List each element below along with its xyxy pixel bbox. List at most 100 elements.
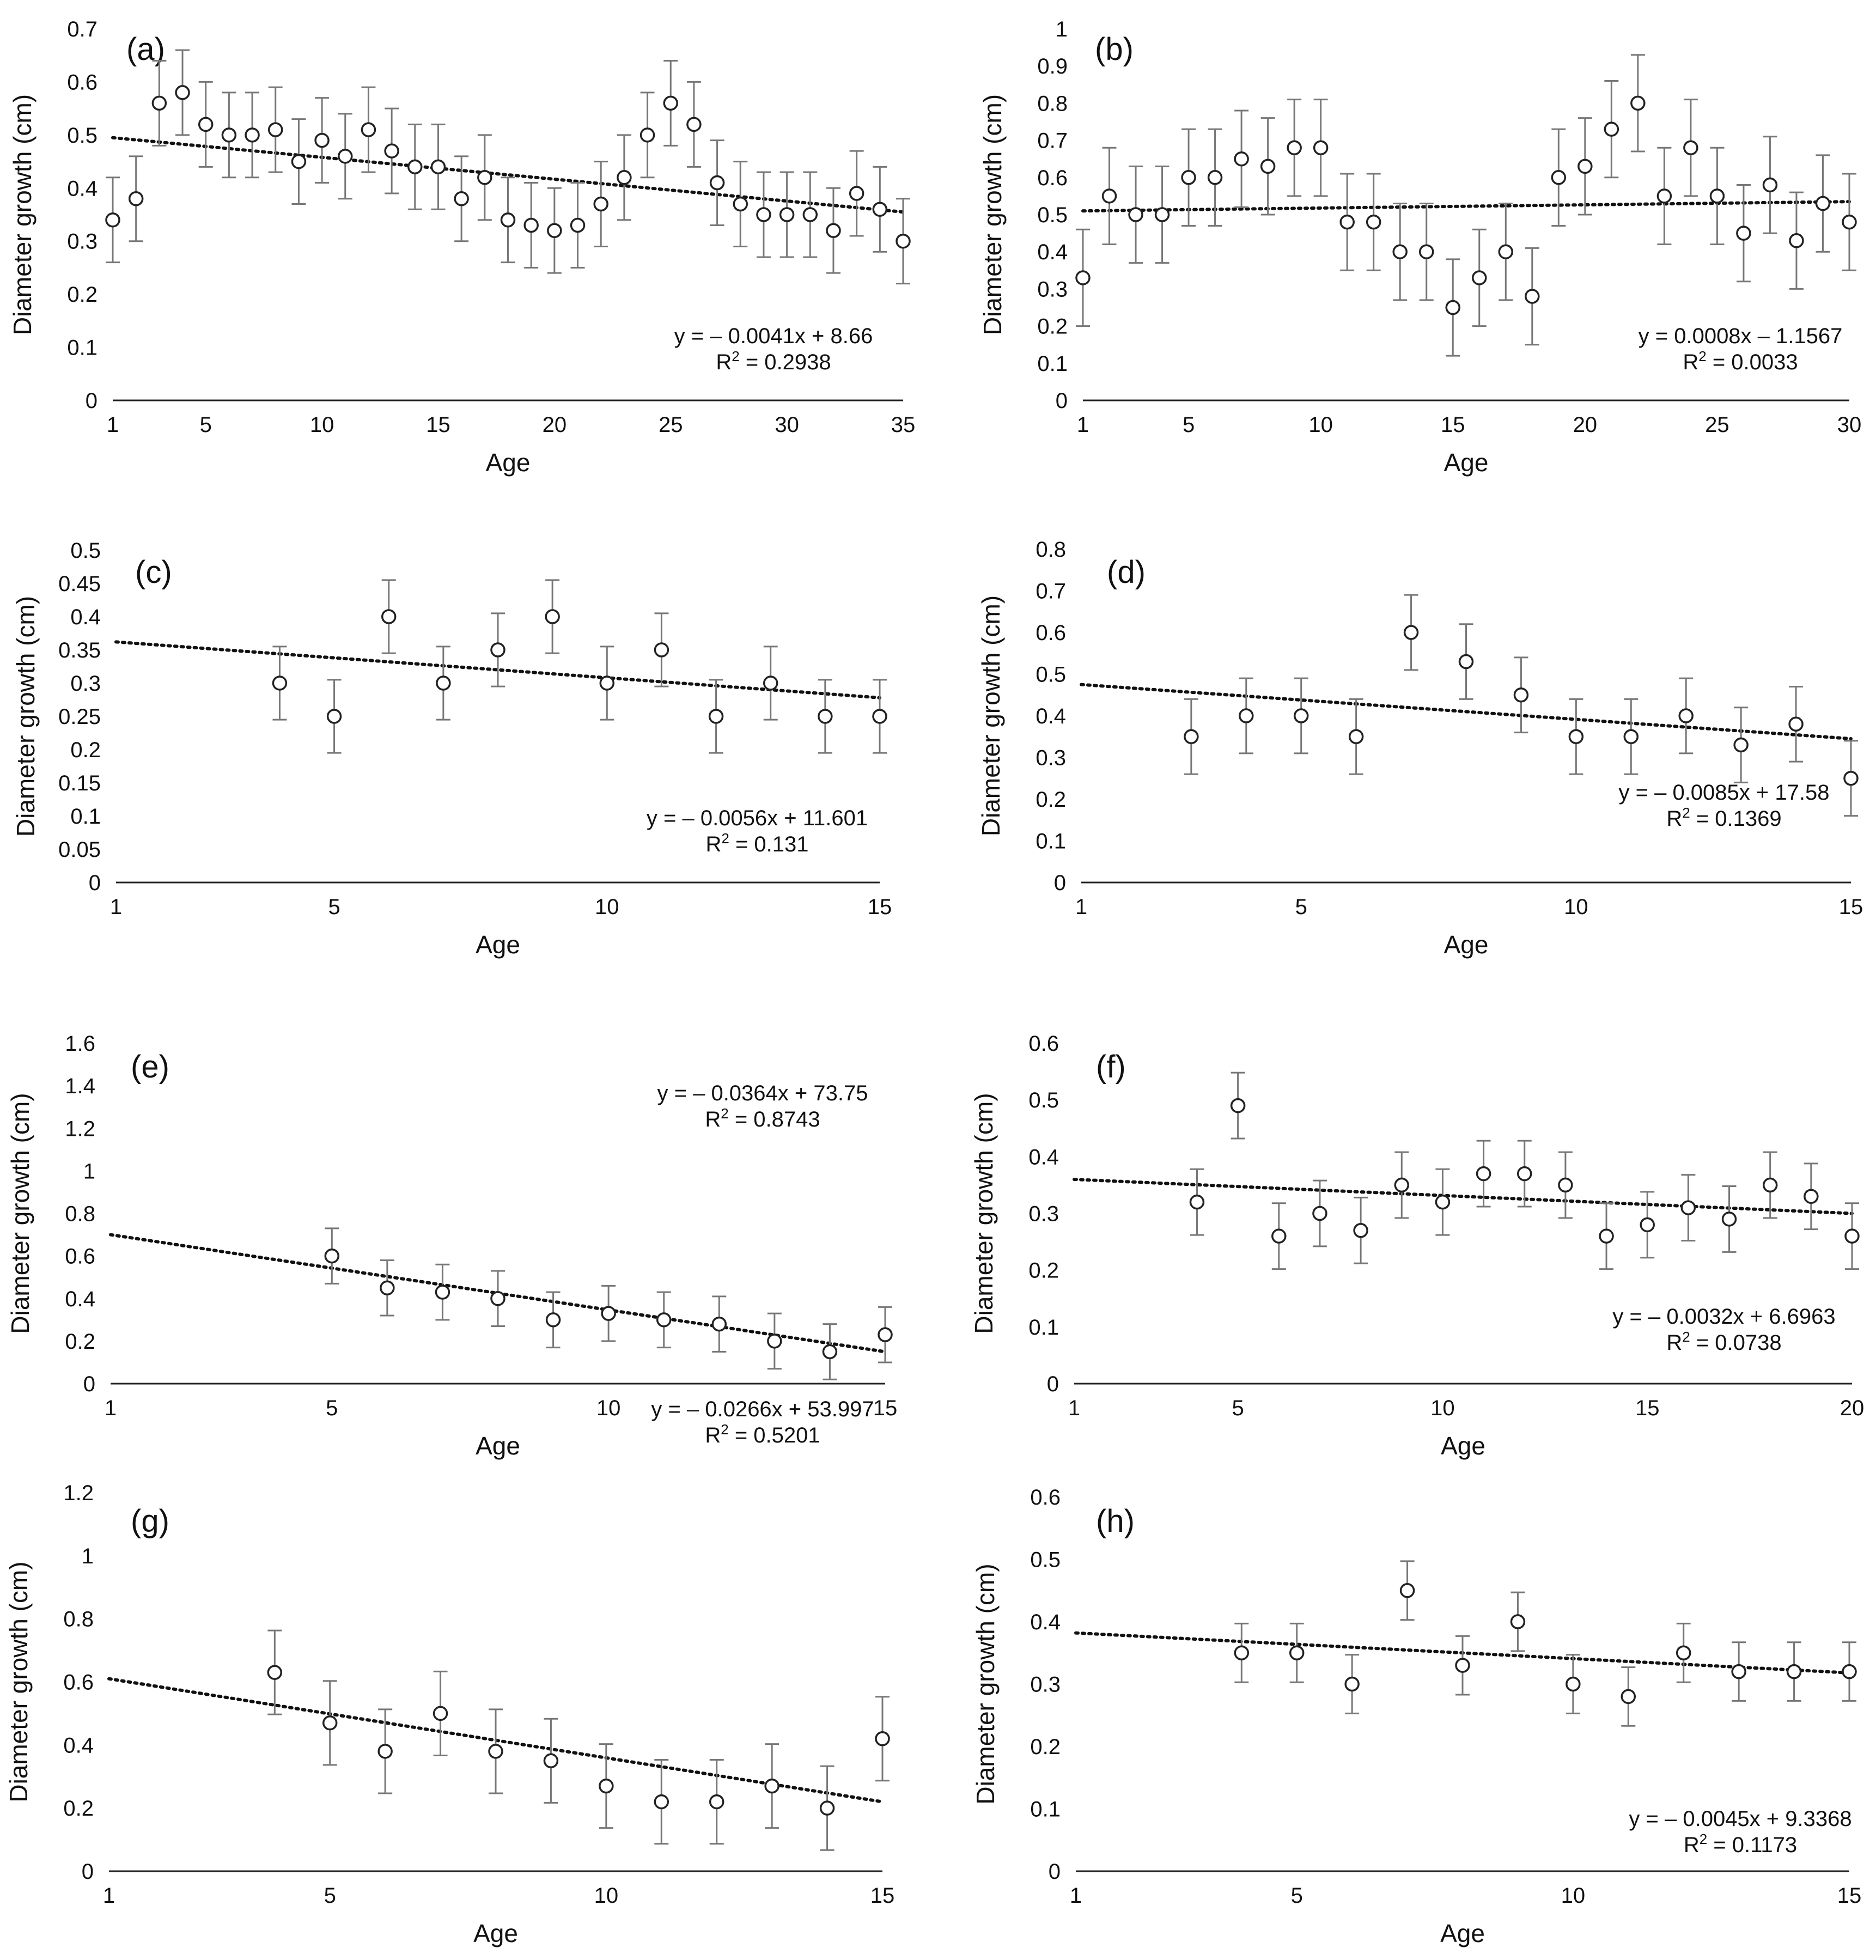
x-tick-label: 30	[775, 413, 799, 437]
y-tick-label: 0.1	[1037, 352, 1068, 376]
panel-label: (g)	[131, 1504, 169, 1539]
data-point	[1516, 1166, 1532, 1182]
data-point	[545, 1312, 561, 1328]
y-axis-title: Diameter growth (cm)	[970, 1093, 998, 1334]
y-tick-label: 0	[1056, 389, 1068, 413]
data-point	[338, 149, 353, 164]
data-point	[435, 1285, 450, 1300]
data-point	[654, 642, 669, 658]
x-axis-title: Age	[1444, 448, 1489, 477]
data-point	[656, 1312, 672, 1328]
data-point	[1313, 140, 1329, 155]
y-tick-label: 0	[89, 871, 101, 895]
data-point	[381, 609, 397, 624]
data-point	[1287, 140, 1302, 155]
data-point	[361, 122, 376, 137]
panel-label: (b)	[1095, 32, 1134, 67]
y-tick-label: 0.1	[70, 805, 101, 829]
r-squared: R2 = 0.0738	[1666, 1329, 1781, 1355]
panel-label: (e)	[131, 1049, 169, 1085]
y-tick-label: 0.4	[65, 1287, 95, 1311]
y-tick-label: 0.5	[1036, 663, 1066, 687]
data-point	[221, 127, 237, 143]
y-tick-label: 0.2	[1030, 1735, 1061, 1759]
x-tick-label: 1	[1077, 413, 1089, 437]
x-tick-label: 1	[110, 895, 122, 919]
chart-panel-b: 00.10.20.30.40.50.60.70.80.911 5 10 15 20 25 3…	[978, 17, 1861, 477]
panel-label: (h)	[1096, 1504, 1135, 1539]
y-tick-label: 1.2	[65, 1117, 95, 1141]
data-point	[1789, 233, 1804, 248]
y-axis-title: Diameter growth (cm)	[11, 596, 40, 837]
y-tick-label: 0.15	[58, 771, 101, 795]
y-tick-label: 0.8	[63, 1608, 94, 1632]
chart-panel-c: 00.050.10.150.20.250.30.350.40.450.51 5 10…	[11, 539, 892, 959]
data-point	[767, 1334, 782, 1349]
x-tick-label: 5	[1291, 1884, 1303, 1908]
x-tick-label: 5	[1232, 1396, 1244, 1420]
x-tick-label: 35	[891, 413, 916, 437]
data-point	[1128, 207, 1143, 222]
data-point	[245, 127, 260, 143]
data-point	[1348, 729, 1364, 744]
y-tick-label: 0.6	[67, 70, 98, 94]
data-point	[1709, 188, 1725, 204]
data-point	[384, 143, 399, 159]
trend-equation: y = – 0.0266x + 53.997	[651, 1397, 874, 1421]
data-point	[599, 675, 615, 691]
data-point	[779, 207, 795, 222]
y-tick-label: 0.1	[1030, 1798, 1061, 1822]
data-point	[407, 159, 423, 175]
y-tick-label: 0.2	[1028, 1259, 1059, 1283]
x-tick-label: 10	[1564, 895, 1588, 919]
y-tick-label: 0.2	[1036, 788, 1066, 812]
x-tick-label: 5	[1183, 413, 1195, 437]
x-tick-label: 1	[103, 1884, 115, 1908]
x-tick-label: 10	[595, 895, 619, 919]
data-point	[1399, 1583, 1415, 1598]
data-point	[849, 186, 864, 201]
data-point	[1075, 270, 1091, 285]
y-tick-label: 0.3	[1037, 277, 1068, 301]
y-tick-label: 0	[1049, 1860, 1061, 1884]
y-tick-label: 1.4	[65, 1074, 95, 1098]
y-axis-title: Diameter growth (cm)	[977, 595, 1005, 836]
x-tick-label: 1	[105, 1396, 117, 1420]
data-point	[436, 675, 451, 691]
trend-line	[1081, 200, 1851, 213]
y-tick-label: 0.6	[1036, 621, 1066, 645]
trend-equation: y = – 0.0056x + 11.601	[647, 806, 868, 830]
x-axis-title: Age	[1440, 1919, 1485, 1947]
data-point	[1566, 1676, 1581, 1692]
x-tick-label: 15	[873, 1396, 898, 1420]
x-tick-label: 5	[328, 895, 340, 919]
y-tick-label: 0	[82, 1860, 94, 1884]
data-point	[267, 1665, 283, 1680]
data-point	[377, 1744, 393, 1759]
data-point	[1289, 1645, 1305, 1660]
data-point	[1101, 188, 1117, 204]
y-tick-label: 0.4	[67, 176, 98, 200]
y-tick-label: 0	[1054, 871, 1066, 895]
chart-panel-a: 00.10.20.30.40.50.60.71 5 10 15 20 25 30 35AgeD…	[8, 17, 915, 477]
data-point	[1680, 1200, 1696, 1215]
x-tick-label: 25	[659, 413, 683, 437]
y-tick-label: 0.5	[1030, 1548, 1061, 1572]
y-tick-label: 0.7	[1036, 580, 1066, 604]
data-point	[756, 207, 771, 222]
x-axis-title: Age	[1444, 930, 1489, 959]
x-axis-title: Age	[476, 1432, 520, 1460]
x-tick-label: 1	[107, 413, 119, 437]
data-point	[686, 117, 702, 132]
r-squared: R2 = 0.2938	[716, 348, 831, 374]
data-point	[1403, 625, 1419, 640]
data-point	[1239, 708, 1254, 723]
x-tick-label: 5	[200, 413, 212, 437]
data-point	[433, 1706, 448, 1721]
data-point	[1154, 207, 1170, 222]
data-point	[1184, 729, 1199, 744]
data-point	[1392, 244, 1408, 259]
x-tick-label: 25	[1705, 413, 1729, 437]
